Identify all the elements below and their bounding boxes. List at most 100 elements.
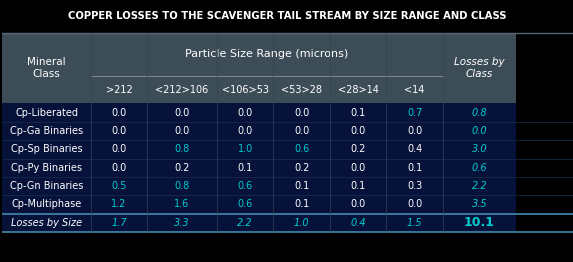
Text: Losses by
Class: Losses by Class [454,57,505,79]
Text: 0.0: 0.0 [237,126,253,136]
Text: 2.2: 2.2 [237,218,253,228]
Bar [273,122,330,140]
Text: 3.5: 3.5 [472,199,487,209]
Bar [2,103,91,122]
Text: Particle Size Range (microns): Particle Size Range (microns) [185,49,348,59]
Bar [91,140,147,159]
Bar [386,177,443,195]
Text: 0.1: 0.1 [351,181,366,191]
Bar [91,33,443,76]
Bar [273,177,330,195]
Bar [147,103,217,122]
Bar [443,140,516,159]
Text: 0.0: 0.0 [472,126,487,136]
Text: Cp-Ga Binaries: Cp-Ga Binaries [10,126,83,136]
Text: 0.3: 0.3 [407,181,422,191]
Bar [2,195,91,214]
Bar [443,214,516,232]
Text: <28>14: <28>14 [337,85,379,95]
Bar [217,214,273,232]
Text: <212>106: <212>106 [155,85,209,95]
Text: 0.2: 0.2 [294,163,309,173]
Bar [91,103,147,122]
Bar [273,140,330,159]
Text: 2.2: 2.2 [472,181,487,191]
Bar [91,76,147,103]
Text: Cp-Py Binaries: Cp-Py Binaries [11,163,82,173]
Bar [2,122,91,140]
Bar [330,214,386,232]
Text: 0.2: 0.2 [351,144,366,154]
Bar [2,140,91,159]
Text: 0.6: 0.6 [294,144,309,154]
Bar [91,177,147,195]
Text: 0.6: 0.6 [472,163,487,173]
Text: 1.2: 1.2 [111,199,127,209]
Bar [330,195,386,214]
Text: Cp-Liberated: Cp-Liberated [15,108,78,118]
Bar [217,195,273,214]
Bar [330,140,386,159]
Text: 0.7: 0.7 [407,108,422,118]
Text: 0.8: 0.8 [174,181,190,191]
Text: 1.0: 1.0 [294,218,309,228]
Text: 1.7: 1.7 [111,218,127,228]
Bar [217,140,273,159]
Bar [386,122,443,140]
Text: <53>28: <53>28 [281,85,322,95]
Text: Mineral
Class: Mineral Class [27,57,66,79]
Text: 10.1: 10.1 [464,216,495,229]
Text: 0.1: 0.1 [407,163,422,173]
Text: Cp-Sp Binaries: Cp-Sp Binaries [11,144,83,154]
Bar [386,140,443,159]
Bar [217,159,273,177]
Bar [91,122,147,140]
Bar [443,33,516,103]
Text: 0.4: 0.4 [407,144,422,154]
Bar [443,195,516,214]
Bar [330,122,386,140]
Bar [217,122,273,140]
Text: 0.5: 0.5 [111,181,127,191]
Text: 0.4: 0.4 [350,218,366,228]
Text: 0.0: 0.0 [111,108,127,118]
Bar [147,214,217,232]
Text: 0.6: 0.6 [237,199,253,209]
Bar [147,140,217,159]
Text: 0.1: 0.1 [294,181,309,191]
Text: Cp-Multiphase: Cp-Multiphase [11,199,81,209]
Text: >212: >212 [105,85,132,95]
Bar [330,159,386,177]
Bar [386,195,443,214]
Bar [217,76,273,103]
Bar [91,214,147,232]
Bar [147,122,217,140]
Text: COPPER LOSSES TO THE SCAVENGER TAIL STREAM BY SIZE RANGE AND CLASS: COPPER LOSSES TO THE SCAVENGER TAIL STRE… [68,11,507,21]
Bar [217,103,273,122]
Bar [91,195,147,214]
Bar [330,76,386,103]
Bar [273,103,330,122]
Text: 3.0: 3.0 [472,144,487,154]
Bar [147,159,217,177]
Text: 0.8: 0.8 [472,108,487,118]
Bar [2,177,91,195]
Text: 0.0: 0.0 [407,126,422,136]
Text: 0.6: 0.6 [237,181,253,191]
Bar [91,159,147,177]
Bar [2,33,91,103]
Bar [273,76,330,103]
Bar [2,214,91,232]
Text: 0.0: 0.0 [237,108,253,118]
Text: Losses by Size: Losses by Size [11,218,82,228]
Bar [330,103,386,122]
Text: 3.3: 3.3 [174,218,190,228]
Text: 0.0: 0.0 [351,163,366,173]
Bar [2,0,573,33]
Bar [273,214,330,232]
Bar [273,195,330,214]
Text: <14: <14 [405,85,425,95]
Text: 0.0: 0.0 [174,126,190,136]
Text: 0.0: 0.0 [111,144,127,154]
Text: 0.0: 0.0 [351,199,366,209]
